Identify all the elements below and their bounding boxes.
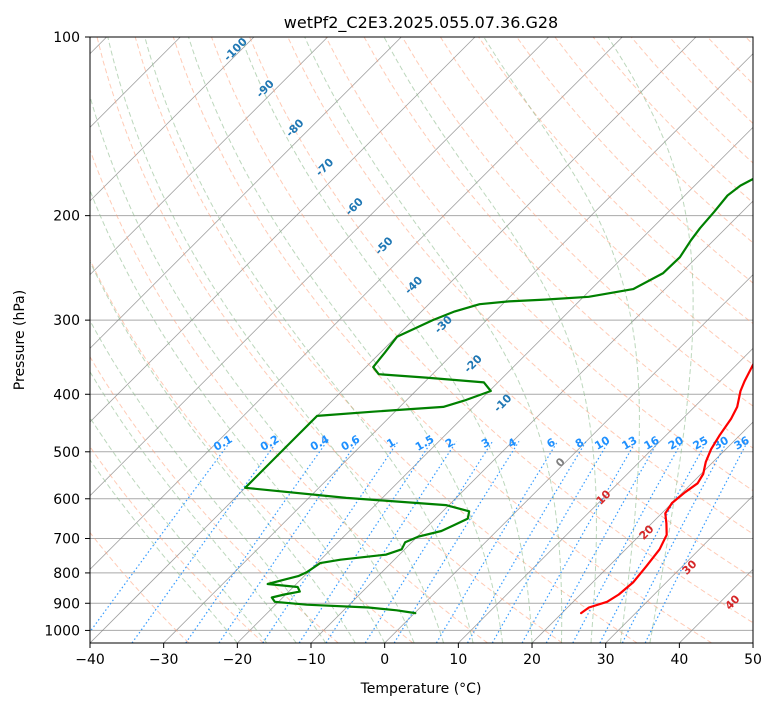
dry-adiabat-line: [172, 37, 712, 643]
x-tick-label: 0: [380, 652, 389, 668]
dry-adiabat-line: [401, 37, 753, 407]
moist-adiabat-line: [383, 37, 597, 643]
x-tick-label: −20: [223, 652, 253, 668]
dry-adiabat-line: [134, 37, 638, 643]
moist-adiabat-line: [90, 458, 238, 643]
moist-adiabat-line: [90, 416, 268, 643]
mixing-ratio-line: [435, 440, 559, 643]
y-tick-label: 900: [53, 596, 80, 612]
mixing-ratio-line: [545, 440, 659, 643]
isotherm-line: [90, 37, 328, 276]
moist-adiabat-line: [188, 37, 504, 643]
isotherm-line: [384, 274, 753, 643]
x-tick-label: 10: [449, 652, 467, 668]
moist-adiabat-line: [240, 37, 533, 643]
dry-adiabat-line: [90, 445, 264, 643]
mixing-ratio-line: [325, 440, 458, 643]
x-axis-label: Temperature (°C): [360, 681, 482, 697]
x-tick-label: 30: [597, 652, 615, 668]
isotherm-line: [90, 37, 402, 349]
y-tick-label: 700: [53, 532, 80, 548]
moist-adiabat-lines: [90, 37, 694, 643]
chart-title: wetPf2_C2E3.2025.055.07.36.G28: [284, 13, 558, 33]
isotherm-line: [237, 126, 753, 643]
isotherm-line: [163, 53, 753, 643]
sounding-profiles: [244, 177, 753, 615]
x-tick-label: 40: [670, 652, 688, 668]
moist-adiabat-line: [90, 319, 327, 643]
x-tick-label: 20: [523, 652, 541, 668]
mixing-ratio-line: [262, 440, 399, 643]
y-tick-label: 1000: [44, 623, 80, 639]
x-tick-label: −10: [296, 652, 326, 668]
y-tick-label: 300: [53, 313, 80, 329]
isobar-lines: [90, 37, 753, 631]
dry-adiabat-line: [516, 37, 753, 284]
y-tick-label: 200: [53, 209, 80, 225]
moist-adiabat-line: [107, 37, 445, 643]
moist-adiabat-line: [304, 37, 563, 643]
dewpoint-profile-line: [244, 177, 753, 615]
isotherm-line: [531, 421, 753, 643]
isotherm-line: [90, 37, 476, 423]
moist-adiabat-line: [90, 260, 356, 643]
y-tick-label: 400: [53, 387, 80, 403]
isotherm-lines: [90, 37, 753, 643]
dry-adiabat-line: [90, 355, 339, 643]
mixing-ratio-line: [393, 440, 520, 643]
isotherm-line: [605, 495, 753, 643]
mixing-ratio-line: [131, 440, 278, 643]
y-tick-label: 600: [53, 492, 80, 508]
isotherm-line: [90, 37, 623, 570]
isotherm-line: [90, 37, 549, 497]
x-tick-label: −30: [149, 652, 179, 668]
moist-adiabat-line: [90, 189, 386, 643]
y-axis-label: Pressure (hPa): [12, 290, 28, 390]
isotherm-line: [90, 37, 697, 643]
mixing-ratio-line: [90, 440, 232, 633]
y-tick-label: 100: [53, 30, 80, 46]
isotherm-line: [458, 347, 753, 643]
y-axis: 100 200 300 400 500 600 700 800 900 1000: [44, 30, 90, 639]
moist-adiabat-line: [607, 37, 694, 643]
moist-adiabat-line: [483, 37, 640, 643]
y-tick-label: 500: [53, 445, 80, 461]
dry-adiabat-line: [90, 148, 488, 643]
dry-adiabat-line: [249, 37, 753, 579]
dry-adiabat-line: [211, 37, 753, 624]
mixing-ratio-line: [521, 440, 637, 643]
dry-adiabat-line: [439, 37, 753, 366]
mixing-ratio-line: [298, 440, 433, 643]
y-tick-label: 800: [53, 566, 80, 582]
dry-adiabat-line: [90, 531, 190, 643]
moist-adiabat-line: [144, 37, 474, 643]
x-tick-label: −40: [75, 652, 105, 668]
dry-adiabat-line: [96, 37, 563, 643]
x-axis: −40 −30 −20 −10 0 10 20 30 40 50: [75, 643, 762, 668]
x-tick-label: 50: [744, 652, 762, 668]
dry-adiabat-lines: [90, 37, 753, 643]
isotherm-line: [90, 37, 255, 202]
plot-frame: [89, 36, 754, 644]
dry-adiabat-line: [325, 37, 753, 492]
mixing-ratio-lines: [90, 440, 749, 643]
plot-area: 0.1 0.2 0.4 0.6 1 1.5 2 3 4 6 8 10 13 16 20 25 30 36-100-…: [90, 37, 753, 643]
mixing-ratio-line: [572, 441, 683, 643]
mixing-ratio-line: [466, 440, 587, 643]
mixing-ratio-line: [491, 440, 610, 643]
temperature-profile-line: [580, 362, 753, 615]
mixing-ratio-line: [185, 440, 328, 643]
mixing-ratio-line: [218, 440, 359, 643]
mixing-ratio-line: [364, 440, 494, 643]
